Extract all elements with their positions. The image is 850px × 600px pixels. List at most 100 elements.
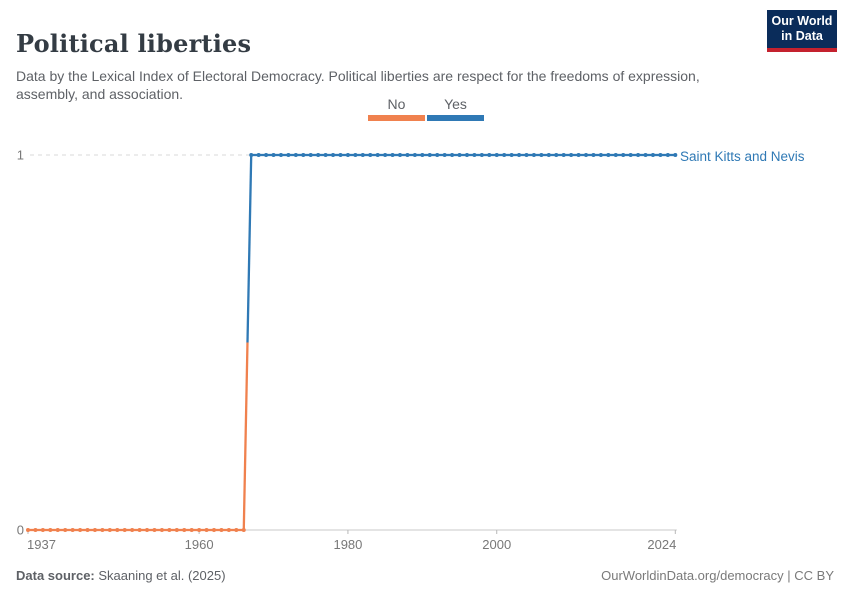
data-point	[107, 528, 112, 532]
data-point	[636, 153, 641, 157]
series-label: Saint Kitts and Nevis	[680, 149, 805, 164]
data-point	[219, 528, 224, 532]
data-point	[576, 153, 581, 157]
data-point	[145, 528, 150, 532]
data-point	[442, 153, 447, 157]
data-point	[584, 153, 589, 157]
owid-logo-line2: in Data	[781, 29, 823, 43]
data-point	[606, 153, 611, 157]
data-point	[48, 528, 53, 532]
data-point	[70, 528, 75, 532]
data-point	[278, 153, 283, 157]
data-point	[226, 528, 231, 532]
data-point	[271, 153, 276, 157]
data-point	[375, 153, 380, 157]
legend-swatch-no	[368, 115, 425, 121]
owid-logo[interactable]: Our World in Data	[767, 10, 837, 52]
data-point	[360, 153, 365, 157]
x-tick-label: 2024	[647, 537, 676, 552]
x-tick-label: 1960	[185, 537, 214, 552]
data-point	[92, 528, 97, 532]
legend: No Yes	[368, 96, 484, 121]
data-point	[487, 153, 492, 157]
chart-subtitle: Data by the Lexical Index of Electoral D…	[16, 68, 700, 103]
data-point	[643, 153, 648, 157]
legend-item-yes[interactable]: Yes	[427, 96, 484, 121]
data-point	[673, 153, 678, 157]
data-point	[546, 153, 551, 157]
data-point	[26, 528, 30, 532]
data-point	[137, 528, 142, 532]
data-point	[479, 153, 484, 157]
data-point	[405, 153, 410, 157]
data-point	[561, 153, 566, 157]
data-point	[420, 153, 425, 157]
data-point	[174, 528, 179, 532]
chart-footer: Data source: Skaaning et al. (2025) OurW…	[16, 568, 834, 583]
data-point	[33, 528, 38, 532]
data-point	[159, 528, 164, 532]
data-point	[234, 528, 239, 532]
data-point	[554, 153, 559, 157]
data-point	[598, 153, 603, 157]
legend-label-no: No	[387, 96, 406, 112]
data-point	[115, 528, 120, 532]
data-point	[621, 153, 626, 157]
data-point	[241, 528, 246, 532]
data-point	[494, 153, 499, 157]
data-point	[412, 153, 417, 157]
data-source-value: Skaaning et al. (2025)	[94, 568, 226, 583]
data-point	[390, 153, 395, 157]
y-tick-label: 1	[17, 148, 24, 163]
footer-link[interactable]: OurWorldinData.org/democracy | CC BY	[601, 568, 834, 583]
data-point	[524, 153, 529, 157]
data-point	[130, 528, 135, 532]
data-point	[398, 153, 403, 157]
data-point	[55, 528, 60, 532]
series-segment	[246, 154, 253, 343]
data-point	[658, 153, 663, 157]
data-point	[517, 153, 522, 157]
data-source-label: Data source:	[16, 568, 95, 583]
data-point	[509, 153, 514, 157]
data-point	[264, 153, 269, 157]
data-point	[167, 528, 172, 532]
data-point	[212, 528, 217, 532]
data-point	[353, 153, 358, 157]
data-point	[591, 153, 596, 157]
data-point	[256, 153, 261, 157]
data-point	[345, 153, 350, 157]
data-point	[85, 528, 90, 532]
owid-logo-line1: Our World	[771, 14, 833, 28]
data-point	[613, 153, 618, 157]
x-tick-label: 2000	[482, 537, 511, 552]
data-point	[368, 153, 373, 157]
data-point	[152, 528, 157, 532]
data-source: Data source: Skaaning et al. (2025)	[16, 568, 226, 583]
legend-label-yes: Yes	[444, 96, 467, 112]
data-point	[539, 153, 544, 157]
legend-item-no[interactable]: No	[368, 96, 425, 121]
data-point	[435, 153, 440, 157]
data-point	[338, 153, 343, 157]
data-point	[450, 153, 455, 157]
data-point	[197, 528, 202, 532]
data-point	[204, 528, 209, 532]
data-point	[383, 153, 388, 157]
legend-swatch-yes	[427, 115, 484, 121]
data-point	[427, 153, 432, 157]
data-point	[293, 153, 298, 157]
data-point	[189, 528, 194, 532]
data-point	[628, 153, 633, 157]
data-point	[316, 153, 321, 157]
data-point	[249, 153, 254, 157]
data-point	[323, 153, 328, 157]
data-point	[308, 153, 313, 157]
data-point	[301, 153, 306, 157]
data-point	[63, 528, 68, 532]
data-point	[182, 528, 187, 532]
data-point	[40, 528, 45, 532]
data-point	[286, 153, 291, 157]
